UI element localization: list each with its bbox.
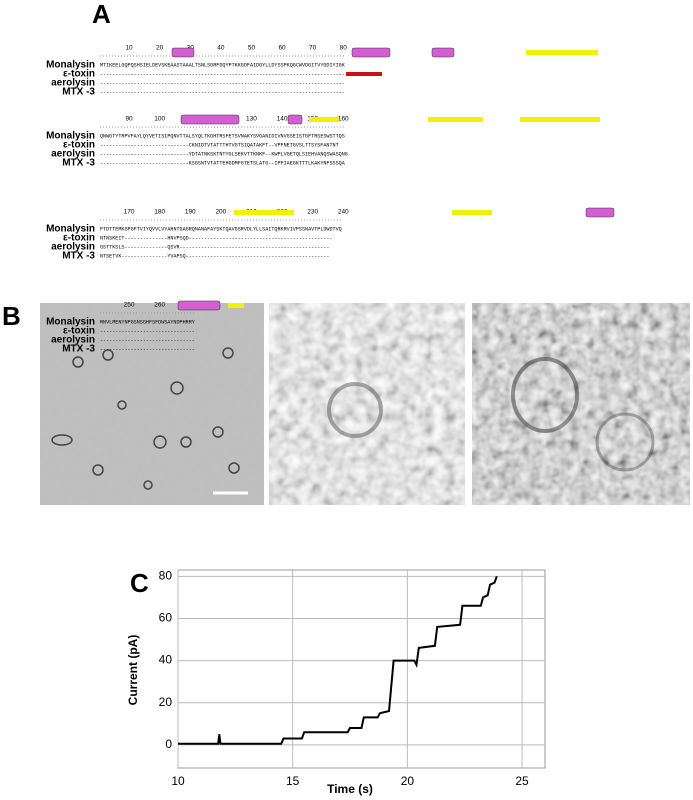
sequence-name: MTX -3 <box>62 87 95 98</box>
strand <box>526 50 598 55</box>
chart: Time (s) Current (pA) 0 20 40 60 80 10 15 20 25 <box>126 568 546 796</box>
sequence-name: ε-toxin <box>63 140 95 151</box>
ruler-number: 140 <box>277 116 288 123</box>
ruler-number: 90 <box>125 116 133 123</box>
ruler-number: 50 <box>248 45 256 52</box>
x-tick-label: 20 <box>401 774 415 788</box>
ruler-number: 160 <box>338 116 349 123</box>
ruler-number: 130 <box>246 116 257 123</box>
helix <box>585 207 615 218</box>
helix <box>287 114 303 125</box>
micrograph <box>40 303 264 505</box>
sequence-name: Monalysin <box>46 224 95 235</box>
helix <box>171 47 195 58</box>
sequence: NTNSKEIT--------------HNVPSQD-----------… <box>100 234 333 241</box>
strand <box>228 303 244 308</box>
sequence: ------------------------------- <box>100 327 195 334</box>
helix <box>177 300 221 311</box>
sequence: -----------------------------KSGSNTVTATT… <box>100 159 345 166</box>
sequence: -----------------------------CKNIDTVTATT… <box>100 141 339 148</box>
sequence-name: Monalysin <box>46 60 95 71</box>
sequence-name: MTX -3 <box>62 344 95 355</box>
ruler-number: 70 <box>309 45 317 52</box>
y-tick-label: 0 <box>165 737 172 751</box>
y-tick-label: 40 <box>159 653 173 667</box>
y-axis-label: Current (pA) <box>126 635 140 706</box>
sequence: ------------------------------- <box>100 336 195 343</box>
ruler-number: 250 <box>124 302 135 309</box>
sequence: NTSETVK---------------YVAPSQ------------… <box>100 252 330 259</box>
ruler-number: 40 <box>217 45 225 52</box>
y-tick-label: 60 <box>159 611 173 625</box>
y-tick-label: 80 <box>159 568 173 582</box>
panel-label: A <box>92 0 111 29</box>
strand <box>520 117 600 122</box>
sequence-name: aerolysin <box>51 78 95 89</box>
strand <box>452 210 492 215</box>
ruler-number: 240 <box>338 209 349 216</box>
sequence-name: Monalysin <box>46 131 95 142</box>
plot-area <box>177 569 546 769</box>
sequence-name: MTX -3 <box>62 158 95 169</box>
ruler-number: 190 <box>185 209 196 216</box>
helix <box>351 47 391 58</box>
panel-label: B <box>2 301 21 331</box>
sequence-name: aerolysin <box>51 335 95 346</box>
sequence: ----------------------------------------… <box>100 88 345 95</box>
sequence-name: aerolysin <box>51 149 95 160</box>
x-tick-label: 25 <box>515 774 529 788</box>
panel-label: C <box>130 568 149 598</box>
ruler-number: 100 <box>154 116 165 123</box>
sequence: ------------------------------- <box>100 345 195 352</box>
ruler-number: 60 <box>278 45 286 52</box>
ruler-number: 200 <box>215 209 226 216</box>
micrograph <box>269 303 465 505</box>
x-tick-label: 15 <box>286 774 300 788</box>
sequence-name: ε-toxin <box>63 69 95 80</box>
ruler-number: 20 <box>156 45 164 52</box>
ruler-number: 230 <box>307 209 318 216</box>
strand <box>428 117 483 122</box>
x-axis-label: Time (s) <box>327 782 373 796</box>
highlight <box>346 72 382 76</box>
helix <box>431 47 455 58</box>
strand <box>234 210 294 215</box>
ruler-number: 260 <box>154 302 165 309</box>
sequence-name: ε-toxin <box>63 233 95 244</box>
ruler-number: 170 <box>124 209 135 216</box>
x-tick-label: 10 <box>171 774 185 788</box>
sequence: FTDTTEMKGPGFTVIYQVVLVYAHNTGAGRQNANAFAYSK… <box>100 225 342 232</box>
data-line <box>178 575 498 745</box>
sequence-name: ε-toxin <box>63 326 95 337</box>
sequence-name: aerolysin <box>51 242 95 253</box>
ruler-number: 80 <box>340 45 348 52</box>
sequence: ----------------------------------------… <box>100 70 345 77</box>
helix <box>180 114 240 125</box>
sequence: MTIKEELGQPQSHSIELDEVSKEAASTAAALTSNLSGRFD… <box>100 61 345 68</box>
alignment: 1020304050607080MonalysinMTIKEELGQPQSHSI… <box>46 45 615 355</box>
sequence: QNWGTYTRPVFAYLQYVETISIPQNVTTALSYQLTKGHTR… <box>100 132 345 139</box>
sequence-name: Monalysin <box>46 317 95 328</box>
ruler-number: 180 <box>154 209 165 216</box>
y-tick-label: 20 <box>159 695 173 709</box>
sequence: -----------------------------YDTATNKSKTN… <box>100 150 348 157</box>
sequence-name: MTX -3 <box>62 251 95 262</box>
sequence: RNVLMENYNPGSNSGHFSFDWSAYNDPHRRY <box>100 318 195 325</box>
strand <box>309 117 339 122</box>
sequence: ----------------------------------------… <box>100 79 345 86</box>
micrograph <box>472 303 690 505</box>
ruler-number: 10 <box>125 45 133 52</box>
sequence: GSTTKSLS--------------QSVR--------------… <box>100 243 330 250</box>
